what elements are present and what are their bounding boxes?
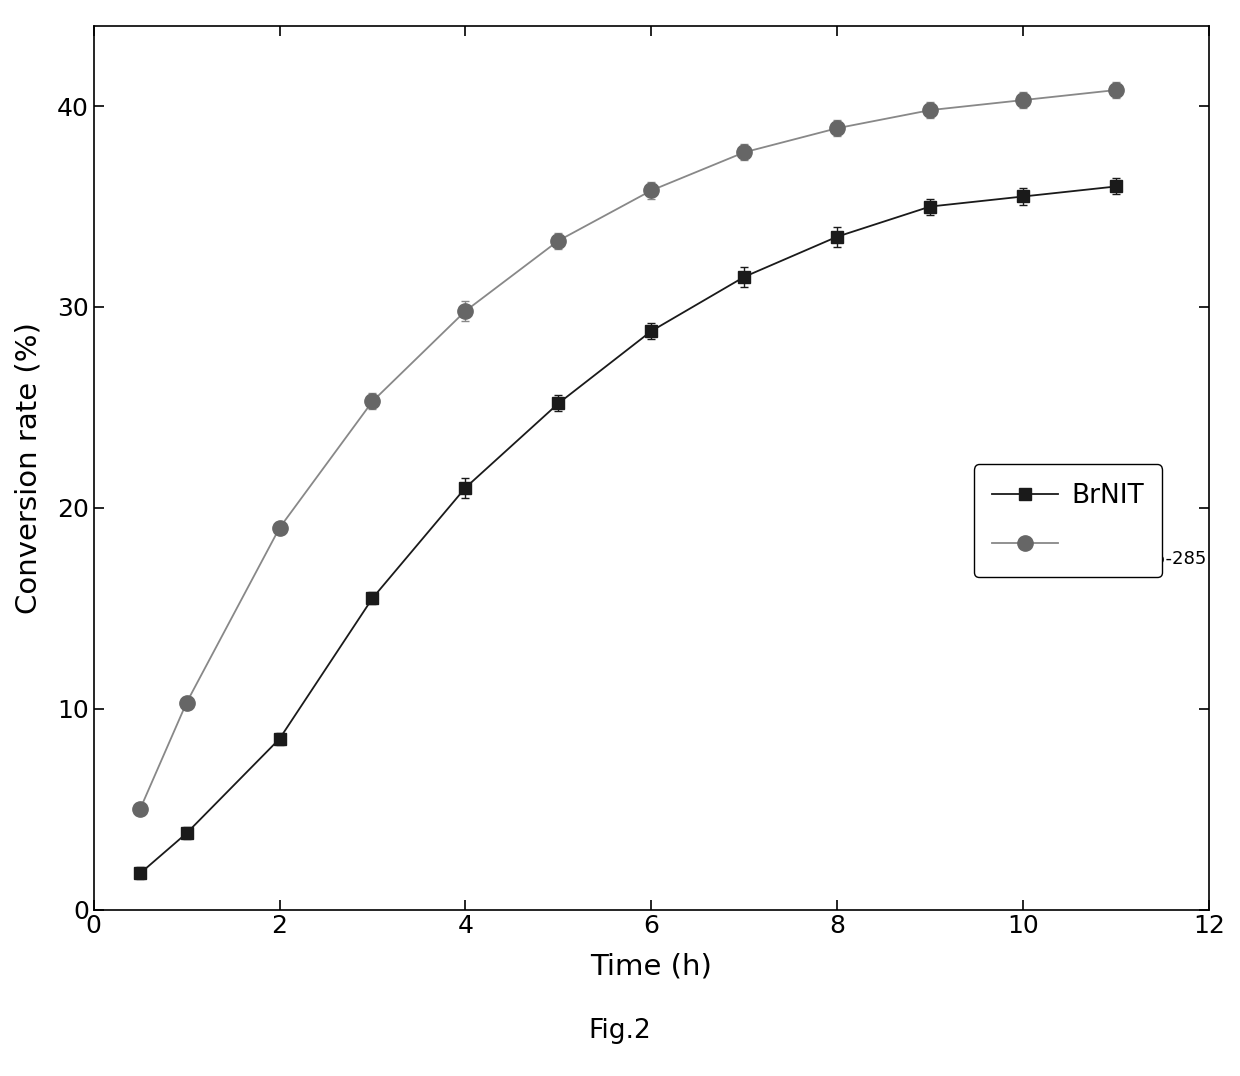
X-axis label: Time (h): Time (h) bbox=[590, 952, 712, 980]
Y-axis label: Conversion rate (%): Conversion rate (%) bbox=[15, 322, 43, 613]
Text: Fig.2: Fig.2 bbox=[589, 1018, 651, 1045]
Text: BrNIT: BrNIT bbox=[1054, 534, 1127, 561]
Text: 225-285: 225-285 bbox=[1132, 550, 1208, 568]
Legend: BrNIT,    : BrNIT, bbox=[973, 465, 1162, 577]
